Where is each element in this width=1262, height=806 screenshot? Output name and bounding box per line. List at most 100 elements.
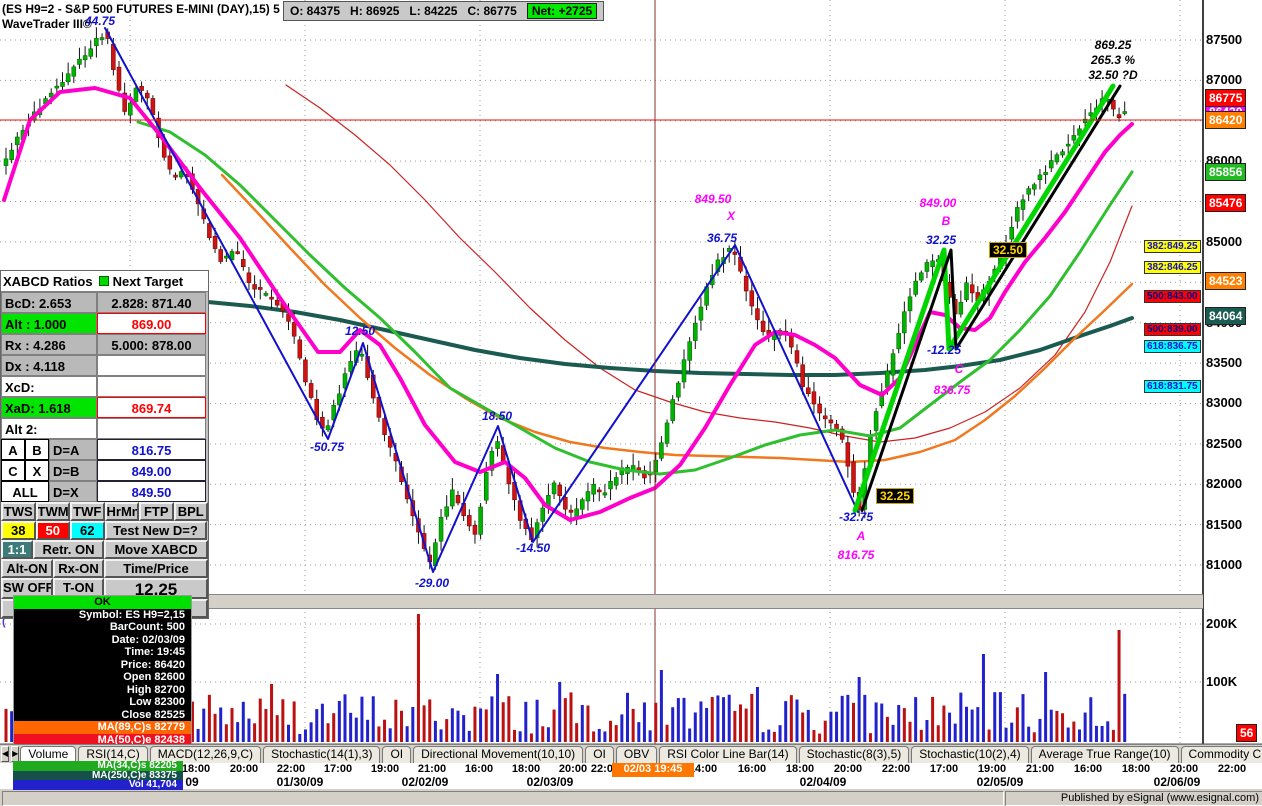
time-label-848: 20:00	[833, 763, 863, 775]
volume-bar	[292, 701, 296, 742]
candle-down	[382, 418, 387, 435]
volume-bar	[891, 724, 895, 742]
panel-button-38[interactable]: 38	[1, 521, 36, 540]
volume-bar	[676, 698, 680, 742]
panel-button-ftp[interactable]: FTP	[139, 502, 174, 521]
panel-button-move-xabcd[interactable]: Move XABCD	[104, 540, 208, 559]
candle-down	[467, 515, 472, 527]
tab-stochastic-14-1-3-[interactable]: Stochastic(14(1),3)	[263, 746, 381, 763]
point-button-x[interactable]: X	[25, 460, 49, 481]
tab-scroll-right-icon[interactable]: ▶	[11, 746, 20, 762]
volume-bar	[287, 724, 290, 742]
volume-bar	[1015, 707, 1019, 742]
candle-up	[478, 506, 483, 535]
panel-button-alt-on[interactable]: Alt-ON	[1, 559, 53, 578]
volume-bar	[755, 687, 759, 742]
time-label-479: 16:00	[464, 763, 494, 775]
panel-button-test-new-d-[interactable]: Test New D=?	[104, 521, 207, 540]
time-label-703: 14:00	[688, 763, 718, 775]
candle-up	[591, 484, 596, 495]
volume-bar	[360, 696, 364, 742]
candle-up	[128, 102, 133, 116]
panel-button-sw-off[interactable]: SW OFF	[1, 578, 53, 599]
ratio-label-500:843.00: 500:843.00	[1144, 290, 1201, 303]
candle-up	[444, 506, 449, 517]
volume-bar	[727, 694, 731, 742]
tab-oi[interactable]: OI	[382, 746, 412, 763]
candle-up	[602, 492, 608, 496]
ratio-row-target	[97, 376, 206, 397]
tab-obv[interactable]: OBV	[615, 746, 658, 763]
volume-bar	[806, 709, 810, 742]
volume-bar	[462, 715, 466, 742]
volume-bar	[1032, 732, 1036, 742]
panel-button-50[interactable]: 50	[35, 521, 70, 540]
ratio-row-label[interactable]: Rx : 4.286	[1, 334, 97, 355]
panel-button-hrmn[interactable]: HrMn	[104, 502, 139, 521]
candle-up	[630, 465, 636, 471]
candle-down	[823, 415, 828, 420]
ratio-row-label[interactable]: Dx : 4.118	[1, 355, 97, 376]
tab-rsi-14-c-[interactable]: RSI(14,C)	[78, 746, 148, 763]
tab-rsi-color-line-bar-14-[interactable]: RSI Color Line Bar(14)	[659, 746, 797, 763]
point-button-all[interactable]: ALL	[1, 481, 49, 502]
time-label-992: 19:00	[977, 763, 1007, 775]
point-button-b[interactable]: B	[25, 439, 49, 460]
candle-up	[489, 451, 495, 471]
price-chart[interactable]	[0, 0, 1262, 788]
ma-89-line	[220, 173, 1134, 464]
tab-average-true-range-10-[interactable]: Average True Range(10)	[1030, 746, 1179, 763]
panel-button-time-price[interactable]: Time/Price	[104, 559, 208, 578]
ratio-row-label[interactable]: BcD: 2.653	[1, 292, 97, 313]
panel-button-tws[interactable]: TWS	[1, 502, 36, 521]
volume-bar	[484, 709, 488, 742]
ratio-row-label[interactable]: Alt : 1.000	[1, 313, 97, 334]
volume-bar	[371, 696, 375, 742]
point-button-a[interactable]: A	[1, 439, 25, 460]
volume-bar	[377, 726, 381, 742]
ok-button[interactable]: OK	[14, 596, 191, 609]
price-flag-85856-3: 85856	[1205, 163, 1247, 181]
tab-oi[interactable]: OI	[585, 746, 614, 763]
panel-button-rx-on[interactable]: Rx-ON	[53, 559, 104, 578]
panel-button-62[interactable]: 62	[70, 521, 105, 540]
candle-down	[851, 461, 856, 493]
candle-down	[116, 66, 122, 91]
ratio-row-label[interactable]: XaD: 1.618	[1, 397, 97, 418]
candle-up	[178, 171, 184, 178]
volume-bar	[411, 707, 415, 742]
volume-bar	[298, 733, 302, 742]
volume-bar	[908, 721, 912, 742]
panel-button-1-1[interactable]: 1:1	[1, 540, 33, 559]
candle-up	[331, 404, 336, 421]
price-tick-87500: 87500	[1206, 32, 1243, 47]
point-button-c[interactable]: C	[1, 460, 25, 481]
candle-up	[348, 361, 353, 372]
tab-volume[interactable]: Volume	[20, 746, 77, 763]
tab-stochastic-8-3-5-[interactable]: Stochastic(8(3),5)	[798, 746, 910, 763]
panel-button-retr-on[interactable]: Retr. ON	[33, 540, 104, 559]
ratio-row-label[interactable]: XcD:	[1, 376, 97, 397]
volume-bar	[868, 733, 872, 742]
measure-box-32.25: 32.25	[875, 488, 915, 504]
volume-bar	[366, 719, 370, 742]
tooltip-row: High 82700	[126, 683, 185, 696]
ratio-row-label[interactable]: Alt 2:	[1, 418, 97, 439]
pane-divider[interactable]	[0, 594, 1203, 609]
candle-down	[212, 236, 218, 249]
volume-bar	[337, 700, 341, 742]
tab-macd-12-26-9-c-[interactable]: MACD(12,26,9,C)	[149, 746, 262, 763]
tab-commodity-channel-index-20-c-[interactable]: Commodity Channel Index(20,C)	[1180, 746, 1262, 763]
tab-directional-movement-10-10-[interactable]: Directional Movement(10,10)	[413, 746, 584, 763]
volume-bar	[1089, 697, 1093, 742]
panel-button-twm[interactable]: TWM	[35, 502, 70, 521]
annotation--29.00: -29.00	[414, 576, 450, 590]
panel-button-bpl[interactable]: BPL	[173, 502, 208, 521]
candle-down	[207, 223, 212, 238]
volume-bar	[942, 705, 946, 742]
panel-button-twf[interactable]: TWF	[70, 502, 105, 521]
tab-scroll-left-icon[interactable]: ◀	[1, 746, 10, 762]
price-tick-85000: 85000	[1206, 233, 1243, 249]
tab-stochastic-10-2-4-[interactable]: Stochastic(10(2),4)	[911, 746, 1029, 763]
